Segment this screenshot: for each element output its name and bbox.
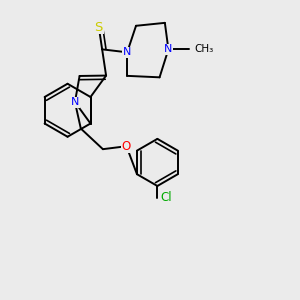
Text: O: O: [122, 140, 131, 153]
Text: CH₃: CH₃: [194, 44, 214, 54]
Text: N: N: [71, 97, 79, 107]
Text: S: S: [94, 21, 103, 34]
Text: N: N: [164, 44, 172, 54]
Text: Cl: Cl: [160, 191, 172, 204]
Text: N: N: [123, 47, 131, 57]
